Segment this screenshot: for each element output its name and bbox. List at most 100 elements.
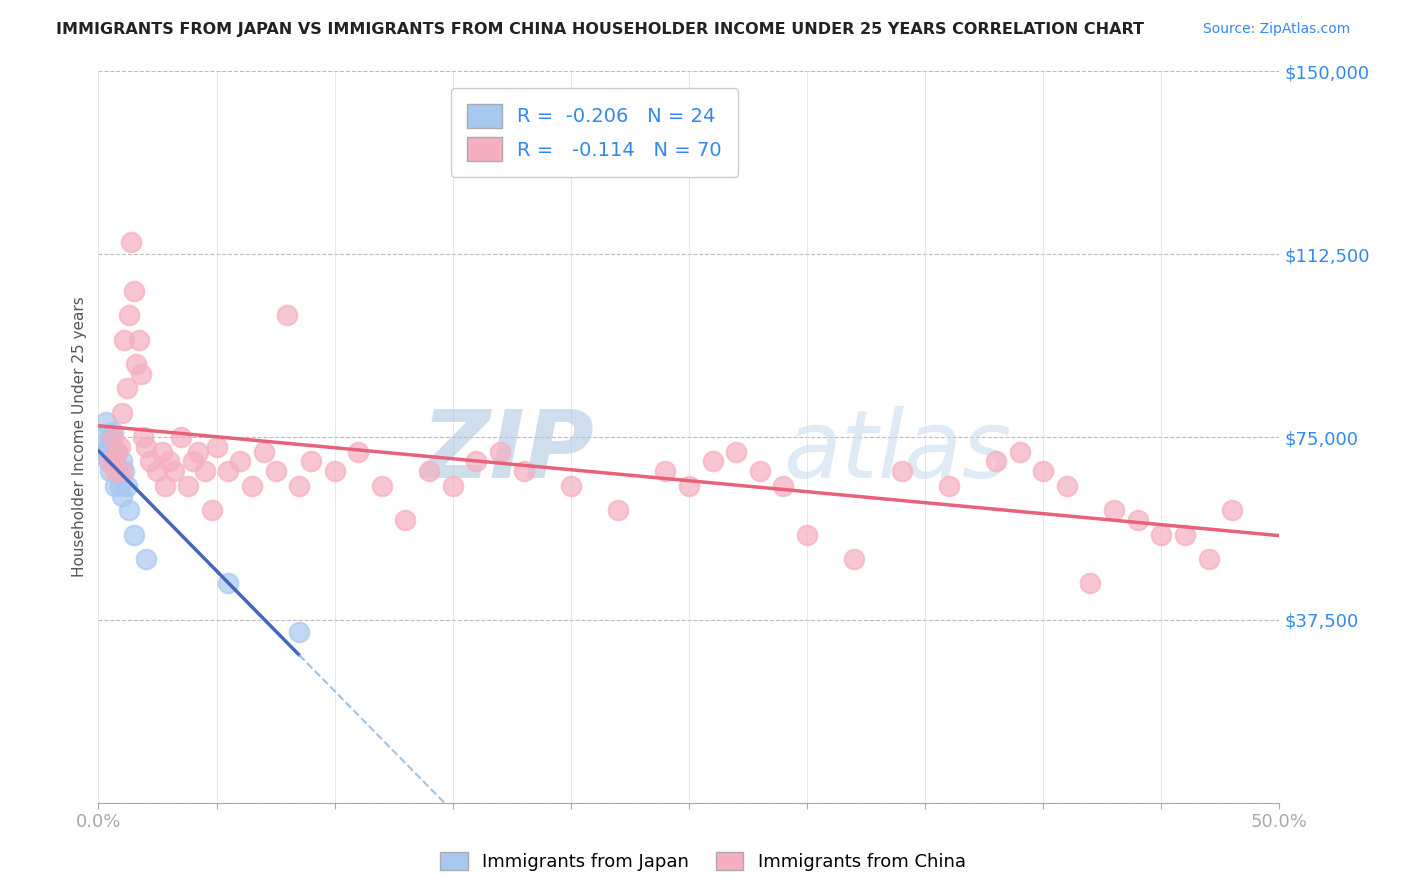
Point	[394, 513, 416, 527]
Point	[112, 333, 135, 347]
Point	[1198, 552, 1220, 566]
Point	[135, 552, 157, 566]
Point	[1056, 479, 1078, 493]
Point	[229, 454, 252, 468]
Point	[323, 464, 346, 478]
Point	[104, 479, 127, 493]
Point	[1174, 527, 1197, 541]
Point	[122, 527, 145, 541]
Point	[217, 576, 239, 591]
Point	[115, 479, 138, 493]
Point	[489, 444, 512, 458]
Point	[111, 454, 134, 468]
Point	[98, 430, 121, 444]
Point	[288, 625, 311, 640]
Point	[111, 406, 134, 420]
Text: ZIP: ZIP	[422, 406, 595, 498]
Point	[441, 479, 464, 493]
Point	[146, 464, 169, 478]
Point	[1080, 576, 1102, 591]
Legend: R =  -0.206   N = 24, R =   -0.114   N = 70: R = -0.206 N = 24, R = -0.114 N = 70	[451, 88, 738, 177]
Point	[104, 464, 127, 478]
Point	[299, 454, 322, 468]
Point	[94, 416, 117, 430]
Point	[101, 425, 124, 440]
Point	[512, 464, 534, 478]
Point	[153, 479, 176, 493]
Point	[201, 503, 224, 517]
Point	[135, 440, 157, 454]
Text: IMMIGRANTS FROM JAPAN VS IMMIGRANTS FROM CHINA HOUSEHOLDER INCOME UNDER 25 YEARS: IMMIGRANTS FROM JAPAN VS IMMIGRANTS FROM…	[56, 22, 1144, 37]
Point	[101, 430, 124, 444]
Point	[121, 235, 143, 249]
Point	[1220, 503, 1243, 517]
Point	[276, 308, 298, 322]
Point	[150, 444, 173, 458]
Point	[112, 464, 135, 478]
Point	[170, 430, 193, 444]
Point	[560, 479, 582, 493]
Point	[104, 454, 127, 468]
Point	[115, 381, 138, 395]
Point	[118, 308, 141, 322]
Point	[91, 430, 114, 444]
Point	[98, 454, 121, 468]
Point	[129, 367, 152, 381]
Point	[702, 454, 724, 468]
Point	[101, 444, 124, 458]
Point	[125, 357, 148, 371]
Point	[105, 444, 128, 458]
Point	[111, 489, 134, 503]
Text: Source: ZipAtlas.com: Source: ZipAtlas.com	[1202, 22, 1350, 37]
Point	[890, 464, 912, 478]
Point	[772, 479, 794, 493]
Point	[725, 444, 748, 458]
Point	[108, 469, 131, 483]
Point	[181, 454, 204, 468]
Point	[288, 479, 311, 493]
Point	[240, 479, 263, 493]
Point	[108, 479, 131, 493]
Point	[347, 444, 370, 458]
Point	[371, 479, 394, 493]
Point	[157, 454, 180, 468]
Point	[1126, 513, 1149, 527]
Point	[418, 464, 440, 478]
Point	[938, 479, 960, 493]
Point	[217, 464, 239, 478]
Point	[1102, 503, 1125, 517]
Point	[163, 464, 186, 478]
Point	[1150, 527, 1173, 541]
Point	[97, 440, 120, 454]
Point	[678, 479, 700, 493]
Point	[1008, 444, 1031, 458]
Point	[984, 454, 1007, 468]
Point	[187, 444, 209, 458]
Point	[748, 464, 770, 478]
Point	[105, 464, 128, 478]
Point	[128, 333, 150, 347]
Point	[1032, 464, 1054, 478]
Point	[139, 454, 162, 468]
Point	[264, 464, 287, 478]
Point	[97, 454, 120, 468]
Point	[654, 464, 676, 478]
Point	[132, 430, 155, 444]
Point	[253, 444, 276, 458]
Legend: Immigrants from Japan, Immigrants from China: Immigrants from Japan, Immigrants from C…	[433, 845, 973, 879]
Point	[465, 454, 488, 468]
Text: atlas: atlas	[783, 406, 1012, 497]
Point	[122, 284, 145, 298]
Point	[94, 444, 117, 458]
Point	[177, 479, 200, 493]
Point	[98, 464, 121, 478]
Point	[205, 440, 228, 454]
Y-axis label: Householder Income Under 25 years: Householder Income Under 25 years	[72, 297, 87, 577]
Point	[105, 444, 128, 458]
Point	[844, 552, 866, 566]
Point	[194, 464, 217, 478]
Point	[111, 464, 134, 478]
Point	[108, 440, 131, 454]
Point	[118, 503, 141, 517]
Point	[607, 503, 630, 517]
